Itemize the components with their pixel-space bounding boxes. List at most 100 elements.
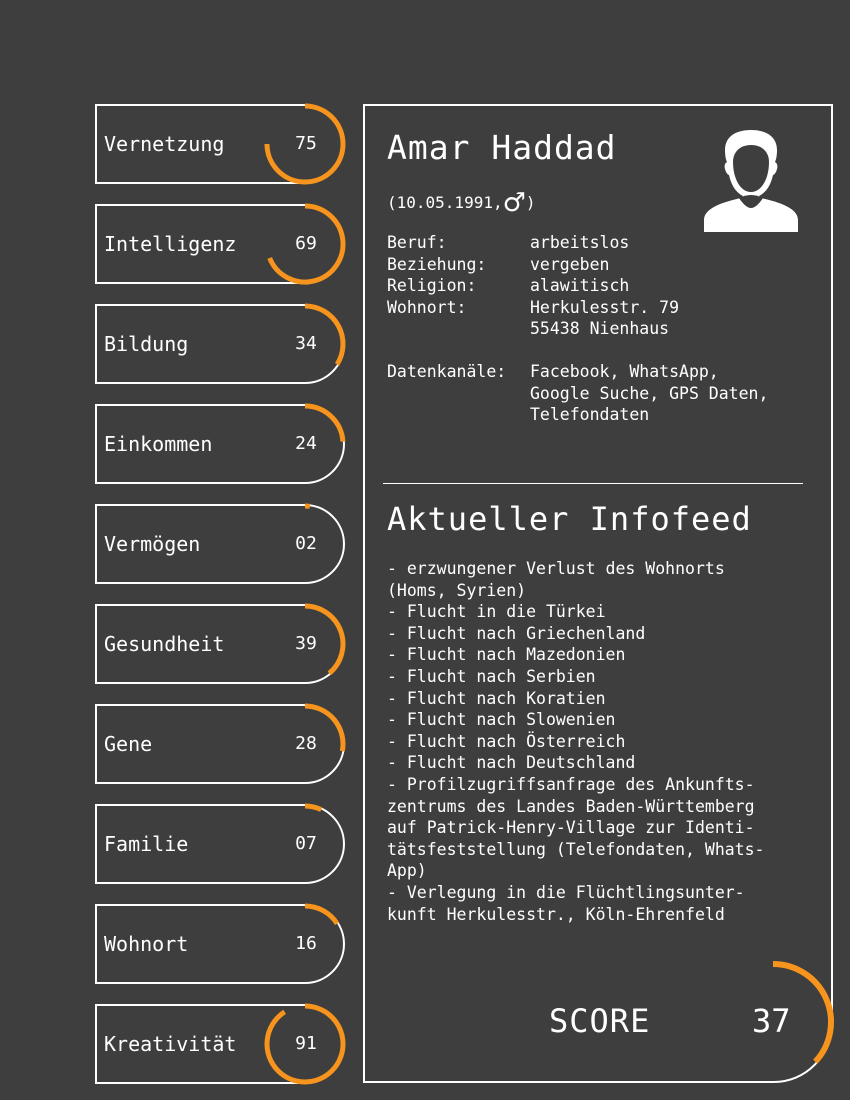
stat-progress-arc [264, 103, 346, 185]
stat-label: Vernetzung [104, 132, 225, 156]
channels-key: Datenkanäle: [387, 362, 507, 381]
stat-box-3: Einkommen 24 [95, 403, 346, 484]
stat-progress-arc [267, 203, 346, 285]
feed-title: Aktueller Infofeed [387, 500, 752, 538]
profile-birthdate: (10.05.1991,♂) [387, 188, 536, 218]
feed-line: tätsfeststellung (Telefondaten, Whats- [387, 839, 765, 859]
stat-value: 02 [295, 533, 317, 554]
feed-line: auf Patrick-Henry-Village zur Identi- [387, 818, 755, 838]
feed-line: - Flucht nach Mazedonien [387, 645, 626, 665]
stat-value: 28 [295, 733, 317, 754]
stat-frame [95, 503, 345, 584]
feed-line: - Flucht nach Österreich [387, 731, 626, 751]
profile-field: Beziehung: vergeben [387, 254, 768, 276]
stat-value: 91 [295, 1033, 317, 1054]
stat-frame [95, 603, 346, 684]
stat-label: Vermögen [104, 532, 201, 556]
stat-value: 34 [295, 333, 317, 354]
stat-label: Gesundheit [104, 632, 225, 656]
profile-channels: Datenkanäle: Facebook, WhatsApp, Google S… [387, 361, 768, 426]
stat-frame [95, 403, 346, 484]
profile-field-value: alawitisch [530, 276, 630, 295]
stat-frame [95, 303, 346, 384]
birthdate-text: (10.05.1991, [387, 193, 503, 212]
profile-field-key: Wohnort: [387, 297, 467, 317]
stat-frame [95, 803, 345, 884]
stat-progress-arc [304, 903, 340, 926]
stat-frame [95, 903, 345, 984]
stat-frame [95, 1003, 346, 1085]
stat-box-0: Vernetzung 75 [95, 103, 346, 185]
feed-line: - Flucht nach Slowenien [387, 710, 616, 730]
stat-value: 24 [295, 433, 317, 454]
score-label: SCORE [549, 1002, 651, 1040]
stat-progress-arc [304, 603, 346, 676]
stat-label: Familie [104, 832, 189, 856]
male-gender-icon: ♂ [502, 188, 526, 218]
profile-field-value: arbeitslos [530, 233, 630, 252]
stat-label: Einkommen [104, 432, 213, 456]
channel-line: Google Suche, GPS Daten, [530, 383, 769, 403]
stat-box-7: Familie 07 [95, 803, 345, 884]
section-divider [383, 483, 803, 484]
profile-field-key [387, 318, 530, 340]
user-silhouette-icon [704, 130, 798, 232]
stat-frame [95, 203, 346, 285]
feed-line: (Homs, Syrien) [387, 580, 527, 600]
stat-frame [95, 703, 346, 784]
stat-box-4: Vermögen 02 [95, 503, 345, 584]
profile-field: Religion: alawitisch [387, 275, 768, 297]
stat-box-1: Intelligenz 69 [95, 203, 346, 285]
stat-value: 75 [295, 133, 317, 154]
stat-progress-arc [264, 1003, 346, 1085]
stat-value: 07 [295, 833, 317, 854]
stat-value: 16 [295, 933, 317, 954]
profile-field: Beruf: arbeitslos [387, 232, 768, 254]
stat-value: 69 [295, 233, 317, 254]
profile-field-value: Herkulesstr. 79 [530, 297, 680, 317]
stat-label: Bildung [104, 332, 189, 356]
stat-label: Wohnort [104, 932, 189, 956]
feed-line: - Flucht nach Deutschland [387, 753, 636, 773]
stat-box-6: Gene 28 [95, 703, 346, 784]
profile-name: Amar Haddad [387, 128, 617, 167]
score-arc [772, 961, 834, 1064]
feed-list: - erzwungener Verlust des Wohnorts (Homs,… [387, 558, 765, 925]
channel-line: Facebook, WhatsApp, [530, 362, 719, 381]
feed-line: - Flucht nach Griechenland [387, 623, 646, 643]
stat-progress-arc [304, 303, 346, 366]
feed-line: - Flucht in die Türkei [387, 602, 606, 622]
profile-field-value: vergeben [530, 254, 610, 274]
birthdate-close: ) [525, 193, 536, 212]
stat-label: Intelligenz [104, 232, 237, 256]
stat-box-2: Bildung 34 [95, 303, 346, 384]
feed-line: - Flucht nach Koratien [387, 688, 606, 708]
channels-list: Facebook, WhatsApp, Google Suche, GPS Dat… [530, 361, 768, 426]
stat-value: 39 [295, 633, 317, 654]
stat-progress-arc [304, 803, 323, 812]
profile-info: Beruf: arbeitslos Beziehung: vergeben Religi… [387, 232, 768, 426]
feed-line: - Profilzugriffsanfrage des Ankunfts- [387, 774, 755, 794]
stat-progress-arc [304, 703, 346, 752]
stat-box-5: Gesundheit 39 [95, 603, 346, 684]
feed-line: - erzwungener Verlust des Wohnorts [387, 559, 725, 578]
stat-frame [95, 103, 346, 185]
stat-box-8: Wohnort 16 [95, 903, 345, 984]
profile-field-key: Beruf: [387, 233, 447, 252]
stat-label: Gene [104, 732, 153, 756]
feed-line: zentrums des Landes Baden-Württemberg [387, 796, 755, 816]
stat-label: Kreativität [104, 1032, 237, 1056]
profile-card-frame [363, 104, 834, 1083]
profile-field-key: Beziehung: [387, 254, 487, 274]
feed-line: kunft Herkulesstr., Köln-Ehrenfeld [387, 904, 725, 924]
feed-line: - Flucht nach Serbien [387, 666, 596, 686]
stat-progress-arc [304, 403, 346, 442]
score-value: 37 [752, 1002, 791, 1040]
stat-box-9: Kreativität 91 [95, 1003, 346, 1085]
profile-field-value: 55438 Nienhaus [530, 319, 670, 338]
profile-field: 55438 Nienhaus [387, 318, 768, 340]
profile-field-key: Religion: [387, 276, 477, 295]
feed-line: - Verlegung in die Flüchtlingsunter- [387, 882, 745, 902]
profile-field: Wohnort: Herkulesstr. 79 [387, 297, 768, 319]
channel-line: Telefondaten [530, 405, 650, 424]
